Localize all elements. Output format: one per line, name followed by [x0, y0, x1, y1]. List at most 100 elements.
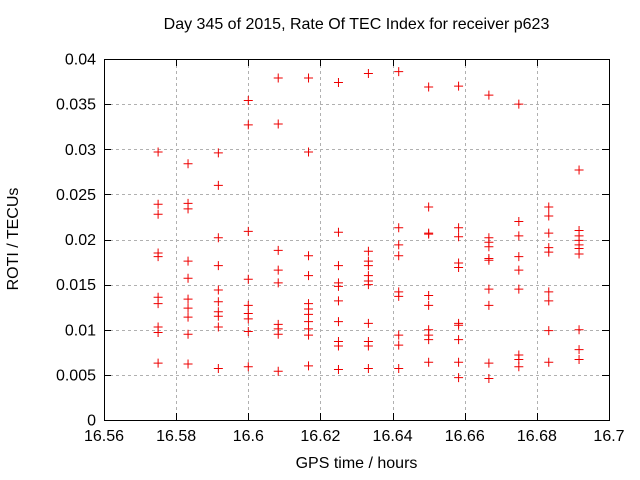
data-point-marker: [153, 299, 163, 309]
x-axis-label: GPS time / hours: [295, 455, 418, 472]
data-point-marker: [514, 362, 524, 372]
data-point-marker: [424, 300, 434, 310]
data-point-marker: [514, 99, 524, 109]
data-point-marker: [424, 82, 434, 92]
data-point-marker: [243, 96, 253, 106]
data-point-marker: [213, 148, 223, 158]
data-point-marker: [333, 281, 343, 291]
data-point-marker: [183, 329, 193, 339]
data-point-marker: [394, 340, 404, 350]
data-point-marker: [394, 364, 404, 374]
data-point-marker: [273, 278, 283, 288]
data-point-marker: [514, 265, 524, 275]
data-point-marker: [484, 373, 494, 383]
data-point-marker: [363, 280, 373, 290]
data-point-marker: [454, 232, 464, 242]
data-point-marker: [484, 255, 494, 265]
data-point-marker: [273, 245, 283, 255]
data-point-marker: [514, 252, 524, 262]
data-point-marker: [183, 359, 193, 369]
x-tick-label: 16.7: [593, 428, 624, 445]
data-point-marker: [484, 358, 494, 368]
data-point-marker: [394, 291, 404, 301]
data-point-marker: [273, 119, 283, 129]
data-point-marker: [333, 261, 343, 271]
data-point-marker: [394, 251, 404, 261]
data-point-marker: [544, 357, 554, 367]
y-tick-label: 0.04: [65, 52, 96, 69]
data-point-marker: [544, 228, 554, 238]
data-point-marker: [514, 231, 524, 241]
data-point-marker: [454, 81, 464, 91]
y-tick-label: 0.015: [56, 277, 96, 294]
data-points: [153, 67, 584, 383]
data-point-marker: [213, 261, 223, 271]
data-point-marker: [183, 294, 193, 304]
data-point-marker: [213, 311, 223, 321]
grid: [104, 59, 609, 420]
data-point-marker: [574, 249, 584, 259]
data-point-marker: [183, 273, 193, 283]
y-tick-label: 0.035: [56, 97, 96, 114]
data-point-marker: [484, 90, 494, 100]
data-point-marker: [363, 246, 373, 256]
axis-ticks: [104, 59, 610, 421]
data-point-marker: [363, 68, 373, 78]
data-point-marker: [304, 330, 314, 340]
data-point-marker: [454, 373, 464, 383]
data-point-marker: [304, 251, 314, 261]
data-point-marker: [514, 216, 524, 226]
data-point-marker: [183, 204, 193, 214]
data-point-marker: [544, 202, 554, 212]
data-point-marker: [273, 366, 283, 376]
data-point-marker: [153, 147, 163, 157]
data-point-marker: [273, 329, 283, 339]
data-point-marker: [544, 296, 554, 306]
data-point-marker: [153, 327, 163, 337]
data-point-marker: [454, 320, 464, 330]
data-point-marker: [243, 362, 253, 372]
data-point-marker: [514, 284, 524, 294]
y-tick-label: 0.01: [65, 322, 96, 339]
data-point-marker: [333, 341, 343, 351]
data-point-marker: [454, 335, 464, 345]
data-point-marker: [243, 327, 253, 337]
data-point-marker: [213, 297, 223, 307]
data-point-marker: [304, 361, 314, 371]
data-point-marker: [574, 345, 584, 355]
data-point-marker: [454, 262, 464, 272]
data-point-marker: [213, 322, 223, 332]
chart-title: Day 345 of 2015, Rate Of TEC Index for r…: [163, 16, 550, 33]
data-point-marker: [183, 303, 193, 313]
y-tick-label: 0.03: [65, 142, 96, 159]
y-tick-label: 0: [87, 413, 96, 430]
x-tick-label: 16.64: [373, 428, 413, 445]
x-tick-label: 16.68: [517, 428, 557, 445]
data-point-marker: [424, 229, 434, 239]
data-point-marker: [424, 335, 434, 345]
data-point-marker: [183, 159, 193, 169]
data-point-marker: [183, 256, 193, 266]
data-point-marker: [574, 165, 584, 175]
data-point-marker: [574, 355, 584, 365]
data-point-marker: [243, 226, 253, 236]
data-point-marker: [213, 285, 223, 295]
y-tick-label: 0.005: [56, 367, 96, 384]
data-point-marker: [394, 223, 404, 233]
data-point-marker: [273, 73, 283, 83]
data-point-marker: [304, 147, 314, 157]
data-point-marker: [153, 252, 163, 262]
data-point-marker: [213, 364, 223, 374]
x-tick-label: 16.56: [84, 428, 124, 445]
x-tick-label: 16.6: [233, 428, 264, 445]
data-point-marker: [424, 202, 434, 212]
data-point-marker: [363, 318, 373, 328]
data-point-marker: [243, 120, 253, 130]
data-point-marker: [333, 364, 343, 374]
data-point-marker: [544, 326, 554, 336]
data-point-marker: [394, 67, 404, 77]
y-tick-label: 0.025: [56, 187, 96, 204]
data-point-marker: [333, 77, 343, 87]
